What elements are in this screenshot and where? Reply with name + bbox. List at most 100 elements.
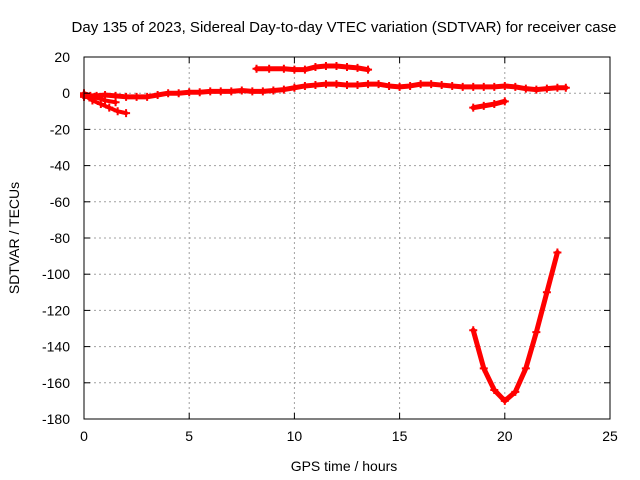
data-point xyxy=(279,85,288,94)
data-point xyxy=(553,248,562,257)
data-point xyxy=(561,83,570,92)
data-point xyxy=(111,98,120,107)
data-point xyxy=(101,96,110,105)
x-tick-label: 25 xyxy=(602,428,618,444)
series-line xyxy=(470,249,560,404)
data-point xyxy=(479,101,488,110)
data-point xyxy=(500,396,509,405)
data-point xyxy=(279,64,288,73)
data-point xyxy=(364,65,373,74)
data-point xyxy=(265,64,274,73)
grid xyxy=(84,57,610,419)
ticks: 0 5 10 15 20 25 20 0 -20 -40 -60 -80 -100 -120 -140 -16… xyxy=(42,49,618,444)
data-point xyxy=(132,92,141,101)
y-tick-label: -160 xyxy=(42,375,70,391)
data-point xyxy=(479,82,488,91)
data-point xyxy=(500,81,509,90)
data-point xyxy=(269,86,278,95)
data-point xyxy=(406,81,415,90)
data-point xyxy=(237,86,246,95)
data-point xyxy=(96,100,105,109)
data-point xyxy=(90,92,99,101)
data-point xyxy=(458,82,467,91)
data-point xyxy=(321,80,330,89)
data-point xyxy=(311,81,320,90)
data-point xyxy=(479,364,488,373)
data-point xyxy=(385,81,394,90)
data-point xyxy=(258,87,267,96)
data-point xyxy=(374,80,383,89)
data-point xyxy=(195,88,204,97)
y-tick-label: 0 xyxy=(62,85,70,101)
y-tick-label: -180 xyxy=(42,411,70,427)
data-point xyxy=(153,91,162,100)
data-point xyxy=(113,107,122,116)
data-point xyxy=(521,84,530,93)
chart-title: Day 135 of 2023, Sidereal Day-to-day VTE… xyxy=(72,19,617,36)
data-point xyxy=(490,100,499,109)
data-point xyxy=(490,82,499,91)
data-point xyxy=(343,81,351,90)
series xyxy=(80,62,570,405)
data-point xyxy=(553,83,562,92)
data-point xyxy=(206,87,215,96)
data-point xyxy=(311,62,320,71)
data-point xyxy=(300,81,309,90)
y-axis-label: SDTVAR / TECUs xyxy=(6,182,22,294)
data-point xyxy=(364,80,373,89)
data-point xyxy=(332,80,341,89)
x-axis-label: GPS time / hours xyxy=(291,458,398,474)
y-tick-label: -20 xyxy=(50,121,70,137)
data-point xyxy=(448,81,457,90)
data-point xyxy=(353,81,362,90)
data-point xyxy=(469,82,478,91)
data-point xyxy=(164,89,173,98)
y-tick-label: -100 xyxy=(42,266,70,282)
data-point xyxy=(122,92,131,101)
data-point xyxy=(542,84,551,93)
data-point xyxy=(532,85,541,94)
data-point xyxy=(174,89,183,98)
data-point xyxy=(395,82,404,91)
data-point xyxy=(143,92,152,101)
data-point xyxy=(521,364,530,373)
data-point xyxy=(500,97,509,106)
data-point xyxy=(437,81,446,90)
y-tick-label: -60 xyxy=(50,194,70,210)
y-tick-label: -140 xyxy=(42,339,70,355)
y-tick-label: 20 xyxy=(54,49,70,65)
series-dip xyxy=(469,248,562,405)
x-tick-label: 15 xyxy=(392,428,408,444)
x-tick-label: 20 xyxy=(497,428,513,444)
data-point xyxy=(185,88,194,97)
data-point xyxy=(427,80,436,89)
series-short-segment xyxy=(469,97,509,112)
series-upper-band xyxy=(252,62,373,74)
y-tick-label: -120 xyxy=(42,302,70,318)
data-point xyxy=(416,80,425,89)
x-tick-label: 10 xyxy=(287,428,303,444)
data-point xyxy=(290,83,299,92)
x-tick-label: 5 xyxy=(185,428,193,444)
plot-frame xyxy=(83,56,611,420)
data-point xyxy=(511,387,520,396)
data-point xyxy=(469,103,478,112)
data-point xyxy=(511,82,520,91)
data-point xyxy=(343,62,351,71)
data-point xyxy=(490,386,499,395)
series-early-drops xyxy=(80,89,131,118)
data-point xyxy=(469,326,478,335)
data-point xyxy=(300,65,309,74)
data-point xyxy=(532,328,541,337)
data-point xyxy=(332,62,341,71)
series-line xyxy=(470,98,508,111)
data-point xyxy=(353,63,362,72)
data-point xyxy=(216,87,225,96)
data-point xyxy=(542,288,551,297)
data-point xyxy=(252,64,261,73)
x-tick-label: 0 xyxy=(80,428,88,444)
y-tick-label: -80 xyxy=(50,230,70,246)
data-point xyxy=(321,62,330,71)
data-point xyxy=(105,103,114,112)
